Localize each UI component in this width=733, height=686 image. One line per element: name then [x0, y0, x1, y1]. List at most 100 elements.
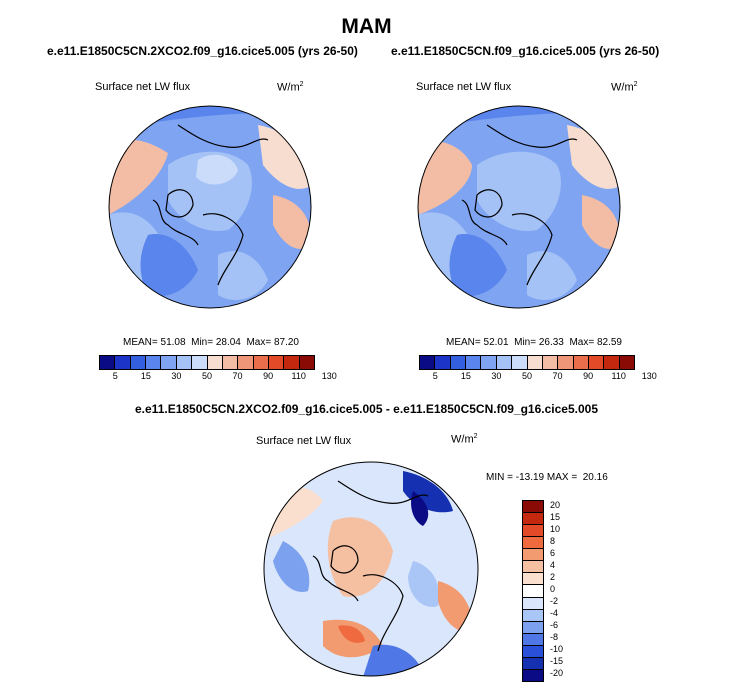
panel2-coastline-3 — [486, 124, 578, 148]
diff-colorbar-swatch — [523, 596, 543, 609]
panel2-region-s — [527, 251, 577, 300]
diff-colorbar-swatch — [523, 524, 543, 537]
panel2-colorbar-tick-label: 90 — [583, 371, 594, 381]
panel1-colorbar-swatch — [145, 356, 161, 369]
panel2-warm-region-atlantic — [418, 141, 472, 215]
diff-colorbar-swatch — [523, 656, 543, 669]
diff-warm-region-central — [327, 517, 393, 597]
panel1-central-pale — [196, 154, 238, 185]
panel2-colorbar-swatch — [587, 356, 604, 369]
diff-variable: Surface net LW flux — [256, 435, 352, 447]
panel1-colorbar-tick-label: 90 — [263, 371, 274, 381]
diff-colorbar-swatch — [523, 548, 543, 561]
diff-warm-region-se — [438, 581, 473, 632]
diff-colorbar-swatch — [523, 644, 543, 657]
panel2-region-canada — [449, 234, 507, 297]
panel2-colorbar-tick-label: 50 — [521, 371, 532, 381]
panel1-coastline-1 — [202, 213, 244, 286]
panel1-colorbar-tick-label: 70 — [232, 371, 243, 381]
panel2-colorbar-tick-label: 15 — [460, 371, 471, 381]
diff-cold-region-w — [273, 541, 310, 592]
panel1-colorbar-swatch — [298, 356, 315, 369]
panel1-units: W/m2 — [277, 81, 304, 94]
panel1-colorbar-tick-label: 5 — [112, 371, 118, 381]
panel2-colorbar-swatch — [449, 356, 466, 369]
diff-colorbar-tick-label: 6 — [550, 548, 556, 558]
panel1-warm-region-e — [273, 195, 311, 249]
diff-colorbar-ticks: 20 15 10 8 6 4 2 0 -2 -4 -6 -8 -10 -15 -20 — [550, 500, 590, 680]
diff-colorbar-swatch — [523, 584, 543, 597]
panel2-colorbar-swatch — [526, 356, 542, 369]
panel2-colorbar-swatch — [434, 356, 450, 369]
panel1-coastline-3 — [177, 124, 269, 148]
panel1-region-canada — [140, 234, 198, 297]
panel2-variable: Surface net LW flux — [416, 81, 512, 93]
panel1-polar-map — [108, 105, 312, 309]
panel1-colorbar-swatch — [252, 356, 268, 369]
diff-colorbar-tick-label: -10 — [550, 644, 564, 654]
diff-colorbar-tick-label: -20 — [550, 668, 564, 678]
panel1-colorbar-swatch — [100, 356, 115, 369]
diff-colorbar-swatch — [523, 572, 543, 585]
panel2-colorbar — [419, 355, 635, 370]
panel2-stats: MEAN= 52.01 Min= 26.33 Max= 82.59 — [446, 337, 622, 348]
panel1-greenland-outline — [165, 189, 194, 218]
panel2-colorbar-tick-label: 110 — [611, 371, 626, 381]
diff-colorbar-swatch — [523, 536, 543, 549]
panel2-map-border — [417, 105, 621, 309]
diff-colorbar-tick-label: 2 — [550, 572, 556, 582]
diff-colorbar-swatch — [523, 620, 543, 633]
diff-cold-core-ne — [411, 491, 429, 526]
panel1-colorbar-swatch — [267, 356, 284, 369]
diff-colorbar-swatch — [523, 512, 543, 525]
panel2-greenland-outline — [474, 189, 503, 218]
panel1-stats: MEAN= 51.08 Min= 28.04 Max= 87.20 — [123, 337, 299, 348]
panel1-colorbar-tick-label: 110 — [291, 371, 306, 381]
panel1-colorbar-swatch — [206, 356, 222, 369]
panel1-warm-region-ne — [258, 125, 311, 189]
diff-colorbar-tick-label: -6 — [550, 620, 559, 630]
panel2-case-title: e.e11.E1850C5CN.f09_g16.cice5.005 (yrs 2… — [391, 44, 660, 58]
diff-colorbar — [522, 500, 544, 682]
panel2-colorbar-swatch — [603, 356, 619, 369]
panel1-warm-region-atlantic — [109, 139, 168, 215]
panel1-coastline-2 — [152, 199, 199, 246]
diff-colorbar-tick-label: -4 — [550, 608, 559, 618]
diff-colorbar-swatch — [523, 608, 543, 621]
panel2-colorbar-swatch — [557, 356, 573, 369]
panel1-variable: Surface net LW flux — [95, 81, 191, 93]
figure-title: MAM — [341, 15, 392, 38]
diff-colorbar-swatch — [523, 501, 543, 513]
panel2-colorbar-swatch — [618, 356, 635, 369]
diff-coastline-1 — [362, 574, 404, 652]
panel2-colorbar-swatch — [511, 356, 527, 369]
panel1-colorbar-swatch — [221, 356, 238, 369]
panel1-colorbar-swatch — [129, 356, 146, 369]
panel1-colorbar-swatch — [175, 356, 192, 369]
diff-coastline-2 — [312, 555, 359, 602]
panel2-colorbar-swatch — [541, 356, 558, 369]
panel2-warm-region-ne — [567, 125, 620, 189]
diff-colorbar-tick-label: -8 — [550, 632, 559, 642]
panel1-colorbar-tick-label: 50 — [201, 371, 212, 381]
panel1-colorbar — [99, 355, 315, 370]
diff-greenland-outline — [330, 545, 359, 574]
panel2-polar-map — [417, 105, 621, 309]
panel2-colorbar-tick-label: 70 — [552, 371, 563, 381]
diff-colorbar-tick-label: 15 — [550, 512, 561, 522]
diff-cold-region-e — [408, 561, 440, 607]
panel1-map-border — [108, 105, 312, 309]
panel2-colorbar-tick-label: 5 — [432, 371, 438, 381]
panel1-colorbar-swatch — [283, 356, 299, 369]
panel2-colorbar-tick-label: 30 — [491, 371, 502, 381]
panel1-colorbar-tick-label: 15 — [140, 371, 151, 381]
panel1-region-s — [218, 251, 268, 300]
panel1-colorbar-swatch — [237, 356, 253, 369]
panel2-colorbar-swatch — [480, 356, 496, 369]
panel2-coastline-2 — [461, 199, 508, 246]
diff-warm-core-s — [338, 625, 365, 643]
panel1-case-title: e.e11.E1850C5CN.2XCO2.f09_g16.cice5.005 … — [47, 44, 358, 58]
panel1-colorbar-swatch — [191, 356, 207, 369]
diff-colorbar-tick-label: 4 — [550, 560, 556, 570]
diff-colorbar-swatch — [523, 632, 543, 645]
